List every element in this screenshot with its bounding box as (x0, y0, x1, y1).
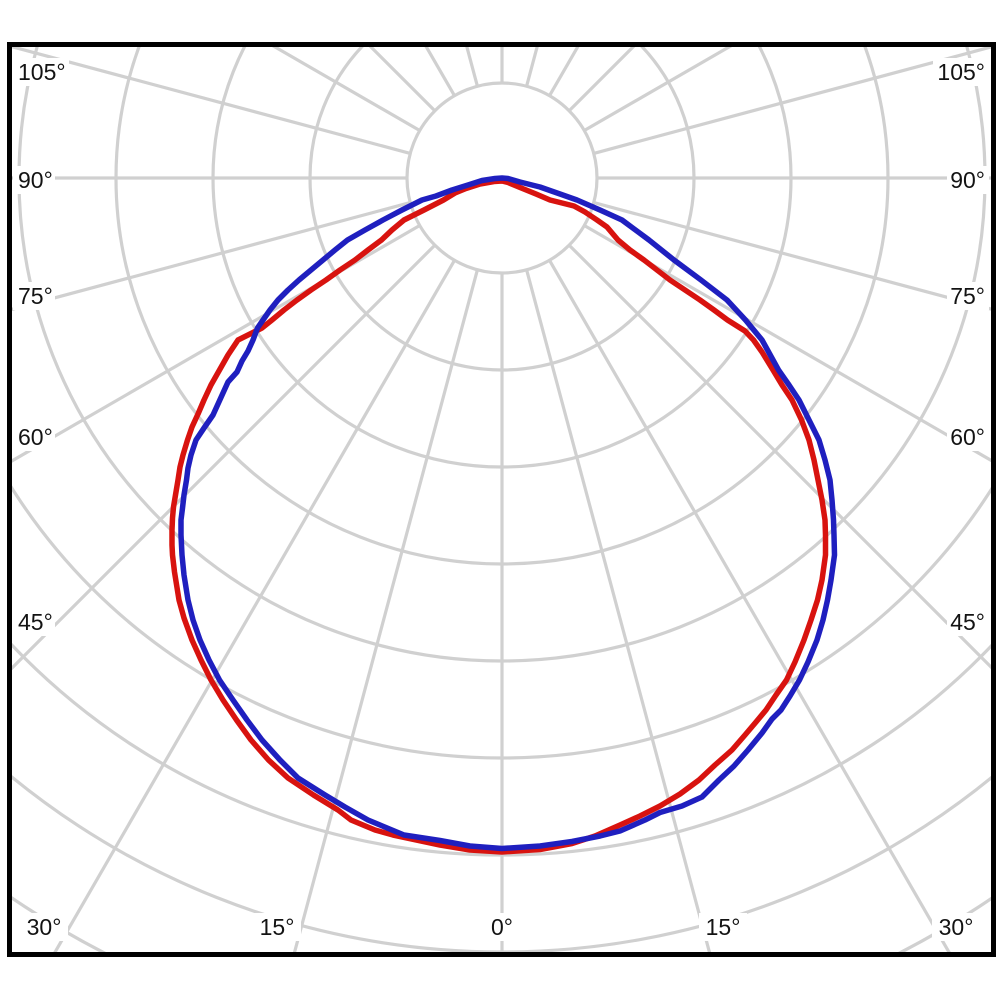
svg-text:0°: 0° (491, 914, 513, 940)
svg-text:30°: 30° (939, 914, 974, 940)
svg-text:75°: 75° (18, 283, 53, 309)
svg-text:60°: 60° (950, 424, 985, 450)
svg-text:30°: 30° (27, 914, 62, 940)
svg-text:105°: 105° (937, 59, 985, 85)
svg-text:15°: 15° (706, 914, 741, 940)
svg-text:45°: 45° (950, 609, 985, 635)
svg-text:15°: 15° (260, 914, 295, 940)
svg-text:75°: 75° (950, 283, 985, 309)
svg-text:60°: 60° (18, 424, 53, 450)
svg-text:45°: 45° (18, 609, 53, 635)
svg-text:90°: 90° (950, 167, 985, 193)
svg-text:105°: 105° (18, 59, 66, 85)
svg-text:90°: 90° (18, 167, 53, 193)
